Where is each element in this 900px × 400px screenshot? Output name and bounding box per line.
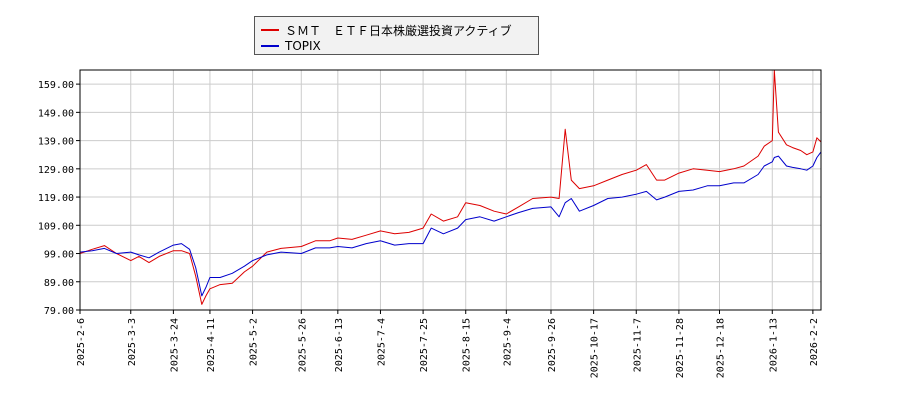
y-tick-label: 159.00 xyxy=(38,80,74,91)
grid xyxy=(79,70,821,311)
series-line-1 xyxy=(79,69,822,305)
x-tick-label: 2025-9-4 xyxy=(502,318,513,366)
x-tick-label: 2025-5-26 xyxy=(297,318,308,372)
x-tick-label: 2025-4-11 xyxy=(206,318,217,372)
x-tick-label: 2025-11-28 xyxy=(675,318,686,378)
x-tick-label: 2025-11-7 xyxy=(632,318,643,372)
y-tick-label: 129.00 xyxy=(38,165,74,176)
x-tick-label: 2025-7-4 xyxy=(376,318,387,366)
legend-label-series-2: TOPIX xyxy=(285,39,321,53)
x-tick-label: 2026-1-13 xyxy=(768,318,779,372)
legend-entry-series-1: ＳＭＴ ＥＴＦ日本株厳選投資アクティブ xyxy=(261,22,512,38)
y-tick-label: 109.00 xyxy=(38,221,74,232)
y-tick-label: 89.00 xyxy=(44,278,74,289)
y-tick-labels: 79.00 89.00 99.00 109.00 119.00 129.00 139.00 1… xyxy=(38,80,74,317)
legend-swatch-series-2 xyxy=(261,45,279,47)
x-tick-label: 2025-3-24 xyxy=(169,318,180,372)
series-line-2 xyxy=(79,151,822,297)
x-tick-labels: 2025-2-6 2025-3-3 2025-3-24 2025-4-11 2025-5… xyxy=(76,318,820,378)
axes xyxy=(76,69,822,314)
plot-frame xyxy=(79,69,822,311)
legend-swatch-series-1 xyxy=(261,29,279,31)
x-tick-label: 2025-3-3 xyxy=(127,318,138,366)
x-tick-label: 2025-2-6 xyxy=(76,318,87,366)
legend: ＳＭＴ ＥＴＦ日本株厳選投資アクティブ TOPIX xyxy=(254,16,539,55)
series-lines xyxy=(79,69,822,305)
legend-entry-series-2: TOPIX xyxy=(261,38,321,54)
x-tick-label: 2025-5-2 xyxy=(249,318,260,366)
y-tick-label: 149.00 xyxy=(38,108,74,119)
x-tick-label: 2026-2-2 xyxy=(809,318,820,366)
y-tick-label: 79.00 xyxy=(44,306,74,317)
y-tick-label: 139.00 xyxy=(38,137,74,148)
y-tick-label: 119.00 xyxy=(38,193,74,204)
y-tick-label: 99.00 xyxy=(44,250,74,261)
x-tick-label: 2025-7-25 xyxy=(419,318,430,372)
x-tick-label: 2025-8-15 xyxy=(462,318,473,372)
x-tick-label: 2025-6-13 xyxy=(334,318,345,372)
x-tick-label: 2025-9-26 xyxy=(547,318,558,372)
legend-label-series-1: ＳＭＴ ＥＴＦ日本株厳選投資アクティブ xyxy=(285,23,512,38)
x-tick-label: 2025-10-17 xyxy=(590,318,601,378)
x-tick-label: 2025-12-18 xyxy=(715,318,726,378)
